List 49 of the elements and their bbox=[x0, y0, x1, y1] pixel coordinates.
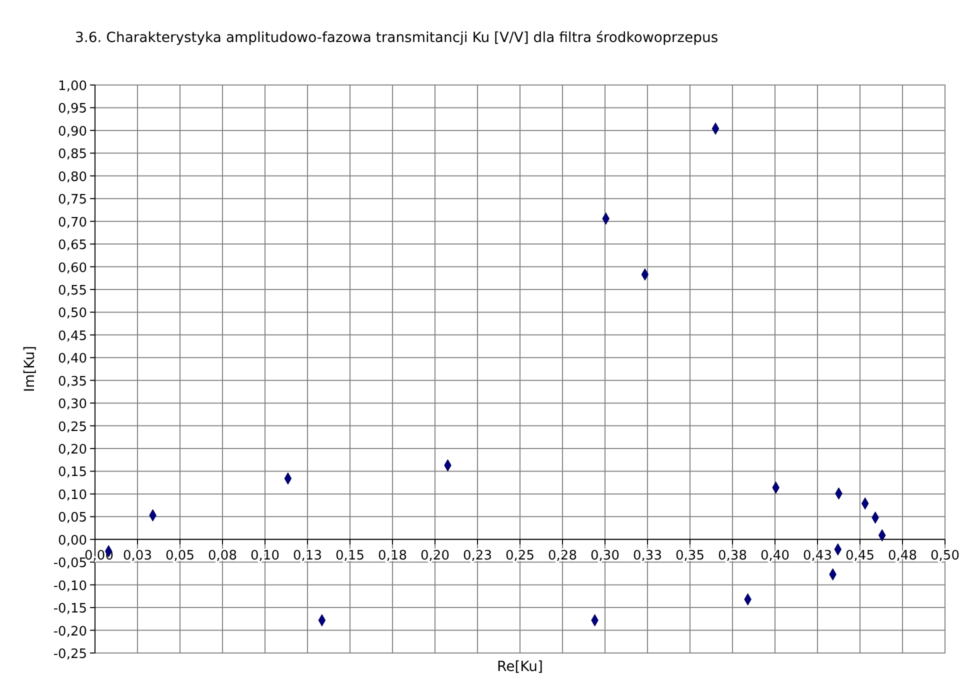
x-tick-label: 0,25 bbox=[506, 548, 534, 564]
y-tick-label: 0,85 bbox=[58, 147, 87, 162]
x-tick-label: 0,20 bbox=[420, 548, 450, 564]
x-tick-label: 0,33 bbox=[633, 548, 662, 564]
y-tick-label: -0,10 bbox=[53, 578, 87, 594]
y-tick-label: 0,15 bbox=[58, 465, 87, 480]
x-tick-label: 0,23 bbox=[463, 548, 492, 564]
y-tick-label: 0,95 bbox=[58, 102, 87, 117]
y-tick-label: 0,05 bbox=[58, 510, 87, 526]
x-tick-label: 0,43 bbox=[803, 548, 832, 564]
y-tick-label: 0,00 bbox=[58, 533, 87, 548]
x-tick-label: 0,35 bbox=[676, 548, 704, 564]
y-tick-label: -0,25 bbox=[53, 647, 87, 662]
x-tick-label: 0,45 bbox=[846, 548, 874, 564]
x-tick-label: 0,28 bbox=[548, 548, 577, 564]
x-tick-label: 0,08 bbox=[208, 548, 237, 564]
x-tick-label: 0,50 bbox=[930, 548, 960, 564]
x-tick-label: 0,18 bbox=[378, 548, 407, 564]
y-tick-label: 0,40 bbox=[58, 352, 87, 367]
x-tick-label: 0,03 bbox=[123, 548, 152, 564]
y-tick-label: 0,90 bbox=[58, 124, 87, 140]
y-tick-label: 0,20 bbox=[58, 442, 87, 458]
y-tick-label: 0,35 bbox=[58, 374, 87, 390]
y-tick-label: -0,20 bbox=[53, 624, 87, 640]
y-tick-label: 0,70 bbox=[58, 215, 87, 230]
x-tick-label: 0,15 bbox=[336, 548, 364, 564]
y-tick-label: -0,05 bbox=[53, 556, 87, 572]
y-tick-label: 0,50 bbox=[58, 306, 87, 322]
y-tick-label: 0,75 bbox=[58, 192, 87, 208]
x-tick-label: 0,13 bbox=[293, 548, 322, 564]
chart-title: 3.6. Charakterystyka amplitudowo-fazowa transmitancji Ku [V/V] dla filtra środkowoprzepus bbox=[75, 30, 718, 46]
y-tick-label: 1,00 bbox=[58, 79, 87, 94]
x-tick-label: 0,48 bbox=[888, 548, 917, 564]
y-tick-label: -0,15 bbox=[53, 602, 87, 617]
x-tick-label: 0,30 bbox=[590, 548, 620, 564]
y-tick-label: 0,60 bbox=[58, 260, 87, 276]
y-tick-label: 0,80 bbox=[58, 170, 87, 185]
y-tick-label: 0,10 bbox=[58, 488, 87, 503]
y-tick-label: 0,65 bbox=[58, 238, 87, 254]
y-tick-label: 0,25 bbox=[58, 420, 87, 435]
x-tick-label: 0,38 bbox=[718, 548, 747, 564]
y-tick-label: 0,30 bbox=[58, 397, 87, 412]
x-tick-label: 0,05 bbox=[166, 548, 194, 564]
y-tick-label: 0,45 bbox=[58, 328, 87, 344]
y-tick-label: 0,55 bbox=[58, 283, 87, 298]
x-axis-title: Re[Ku] bbox=[497, 659, 543, 675]
y-axis-title: Im[Ku] bbox=[22, 346, 38, 392]
x-tick-label: 0,10 bbox=[250, 548, 280, 564]
x-tick-label: 0,40 bbox=[760, 548, 790, 564]
